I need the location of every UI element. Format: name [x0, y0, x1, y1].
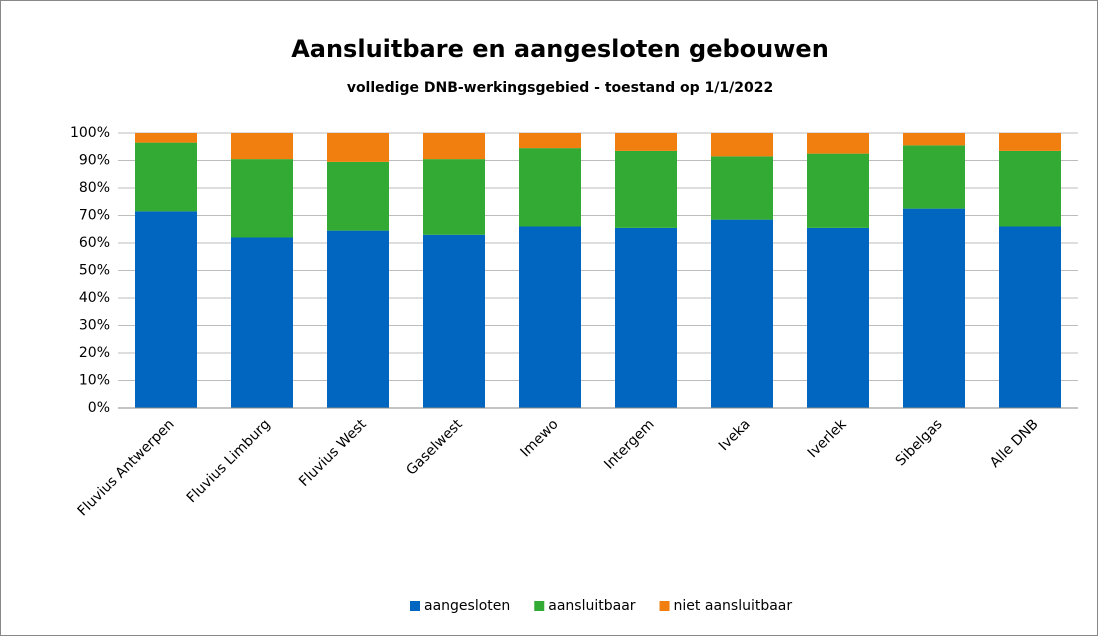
bar-segment: [519, 226, 581, 408]
bar-segment: [135, 133, 197, 143]
bar-segment: [999, 226, 1061, 408]
bar-segment: [615, 150, 677, 228]
bar-segment: [423, 133, 485, 160]
bar-segment: [519, 148, 581, 227]
legend-label: aansluitbaar: [548, 598, 636, 614]
chart-title: Aansluitbare en aangesloten gebouwen: [291, 35, 829, 63]
bar-segment: [327, 161, 389, 231]
y-tick-label: 100%: [70, 125, 110, 141]
bar-segment: [423, 159, 485, 235]
bar-segment: [231, 237, 293, 408]
bar-segment: [903, 133, 965, 146]
bar-segment: [903, 208, 965, 408]
bar-segment: [711, 156, 773, 220]
bar-segment: [231, 159, 293, 238]
bar-segment: [327, 133, 389, 162]
bar-segment: [615, 227, 677, 408]
y-tick-label: 30%: [79, 318, 110, 334]
bar-segment: [999, 133, 1061, 151]
legend-swatch: [534, 601, 545, 611]
bar-segment: [711, 133, 773, 157]
y-tick-label: 80%: [79, 180, 110, 196]
y-tick-label: 70%: [79, 208, 110, 224]
y-tick-label: 20%: [79, 345, 110, 361]
bar-segment: [135, 142, 197, 212]
y-tick-label: 60%: [79, 235, 110, 251]
bar-segment: [807, 227, 869, 408]
bar-segment: [807, 133, 869, 154]
y-tick-label: 90%: [79, 153, 110, 169]
y-tick-label: 50%: [79, 263, 110, 279]
bar-segment: [615, 133, 677, 151]
legend-swatch: [659, 601, 670, 611]
bar-segment: [903, 145, 965, 209]
bar-segment: [711, 219, 773, 408]
bar-segment: [807, 153, 869, 228]
chart-subtitle: volledige DNB-werkingsgebied - toestand …: [347, 80, 773, 96]
legend-swatch: [410, 601, 420, 611]
bar-segment: [999, 150, 1061, 227]
bar-segment: [519, 133, 581, 149]
y-tick-label: 0%: [88, 400, 110, 416]
bar-segment: [135, 211, 197, 408]
y-tick-label: 40%: [79, 290, 110, 306]
bar-segment: [231, 133, 293, 160]
bar-segment: [327, 230, 389, 408]
legend-label: aangesloten: [424, 598, 510, 614]
bar-segment: [423, 234, 485, 408]
legend-label: niet aansluitbaar: [674, 598, 793, 614]
y-tick-label: 10%: [79, 373, 110, 389]
